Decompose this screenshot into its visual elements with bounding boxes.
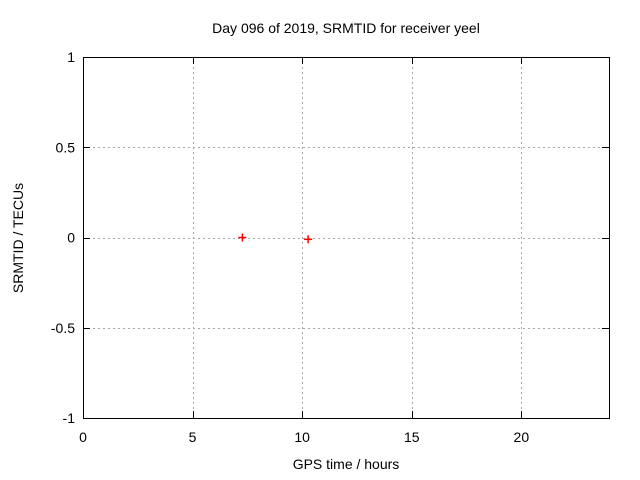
y-tick-labels: -1 -0.5 0 0.5 1 — [51, 49, 75, 426]
x-tick-label: 0 — [79, 429, 87, 445]
axis-ticks — [83, 57, 609, 419]
x-tick-label: 5 — [189, 429, 197, 445]
gridlines — [83, 57, 609, 418]
chart-title: Day 096 of 2019, SRMTID for receiver yee… — [212, 20, 480, 36]
plot-border — [83, 57, 610, 419]
y-tick-label: -1 — [63, 410, 76, 426]
x-axis-label: GPS time / hours — [292, 456, 400, 472]
x-tick-labels: 0 5 10 15 20 — [79, 429, 529, 445]
data-point-marker — [304, 235, 313, 244]
data-point-marker — [238, 233, 247, 242]
y-tick-label: 0 — [67, 230, 75, 246]
y-tick-label: -0.5 — [51, 320, 75, 336]
y-tick-label: 1 — [67, 49, 75, 65]
x-tick-label: 20 — [514, 429, 530, 445]
y-tick-label: 0.5 — [56, 139, 76, 155]
data-points — [238, 233, 313, 244]
x-tick-label: 15 — [404, 429, 420, 445]
x-tick-label: 10 — [294, 429, 310, 445]
